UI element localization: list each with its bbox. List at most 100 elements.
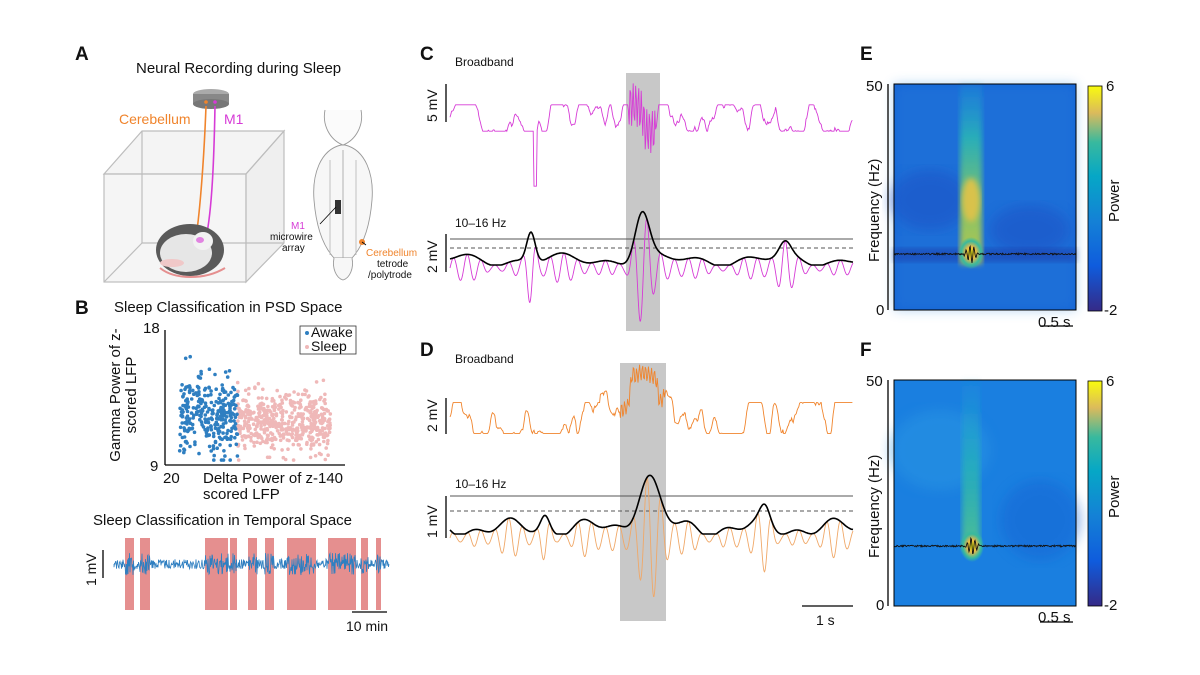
sleep-point (253, 433, 257, 438)
sleep-point (284, 410, 289, 414)
awake-point (202, 405, 207, 410)
awake-point (198, 376, 203, 380)
sleep-point (296, 429, 300, 433)
awake-point (198, 409, 202, 413)
awake-point (188, 354, 192, 359)
sleep-point (327, 417, 332, 422)
awake-point (234, 442, 239, 447)
sleep-point (323, 392, 327, 397)
sleep-point (317, 451, 322, 456)
sleep-point (308, 411, 313, 415)
sleep-point (304, 429, 308, 433)
sleep-point (279, 418, 284, 422)
sleep-point (246, 412, 251, 417)
awake-point (211, 434, 216, 439)
sleep-point (321, 407, 326, 412)
sleep-point (327, 430, 332, 435)
sleep-point (298, 402, 303, 407)
sleep-point (256, 396, 261, 400)
awake-point (203, 401, 208, 406)
e-cb-min: -2 (1104, 302, 1118, 319)
sleep-point (237, 406, 241, 411)
awake-point (178, 406, 182, 411)
awake-point (235, 412, 239, 417)
awake-point (220, 388, 225, 393)
sleep-point (323, 457, 328, 462)
awake-point (207, 367, 212, 372)
mouse-icon (156, 224, 226, 278)
awake-point (214, 387, 218, 392)
sleep-point (262, 430, 267, 435)
brain-label-tetrode: tetrode (377, 259, 409, 270)
sleep-point (320, 428, 325, 433)
awake-point (188, 385, 192, 390)
sleep-point (261, 439, 265, 444)
sleep-point (273, 405, 278, 410)
awake-point (226, 428, 230, 433)
awake-point (209, 416, 214, 420)
awake-point (209, 400, 214, 405)
sleep-point (280, 398, 284, 403)
awake-point (214, 416, 219, 421)
sleep-point (259, 424, 263, 428)
sleep-point (253, 418, 258, 422)
sleep-epoch-band (230, 538, 237, 610)
sleep-point (243, 388, 248, 393)
sleep-point (253, 385, 257, 390)
sleep-point (258, 410, 262, 415)
awake-point (197, 451, 201, 456)
sleep-point (272, 416, 276, 421)
brain-label-polytrode: /polytrode (368, 270, 412, 281)
awake-point (179, 388, 183, 393)
sleep-point (311, 443, 316, 447)
sleep-point (325, 441, 330, 446)
awake-point (184, 406, 189, 411)
awake-point (213, 372, 217, 377)
sleep-point (243, 434, 248, 439)
awake-point (232, 419, 236, 423)
e-ytick-max: 50 (866, 78, 883, 95)
awake-point (234, 403, 238, 408)
sleep-point (285, 438, 290, 442)
sleep-point (310, 406, 315, 411)
sleep-point (264, 396, 269, 401)
sleep-point (272, 447, 277, 451)
awake-point (218, 414, 223, 419)
e-ytick-min: 0 (876, 302, 885, 319)
sleep-point (300, 420, 305, 424)
sleep-point (269, 445, 274, 450)
sleep-point (283, 457, 288, 462)
awake-point (203, 420, 208, 425)
awake-point (219, 405, 223, 410)
sleep-point (252, 410, 256, 415)
awake-point (199, 372, 203, 376)
awake-point (229, 415, 234, 420)
sleep-point (256, 381, 261, 386)
sleep-point (236, 458, 241, 462)
awake-point (218, 392, 222, 397)
label-cerebellum: Cerebellum (119, 111, 191, 127)
legend-sleep: Sleep (311, 338, 347, 354)
sleep-point (256, 435, 261, 440)
awake-point (230, 411, 234, 416)
awake-point (192, 430, 197, 435)
sleep-point (249, 438, 253, 443)
sleep-point (266, 421, 271, 426)
sleep-point (259, 415, 264, 420)
sleep-point (265, 436, 270, 441)
awake-point (221, 458, 226, 462)
sleep-point (240, 434, 244, 439)
awake-point (214, 399, 218, 404)
sleep-point (308, 455, 313, 460)
brain-label-m1: M1 (291, 221, 305, 232)
awake-point (229, 390, 233, 395)
sleep-point (315, 428, 319, 433)
sleep-point (272, 435, 277, 440)
awake-point (197, 390, 201, 394)
awake-point (220, 411, 224, 415)
temporal-title: Sleep Classification in Temporal Space (93, 512, 353, 529)
sleep-point (305, 426, 309, 430)
sleep-point (274, 421, 278, 425)
